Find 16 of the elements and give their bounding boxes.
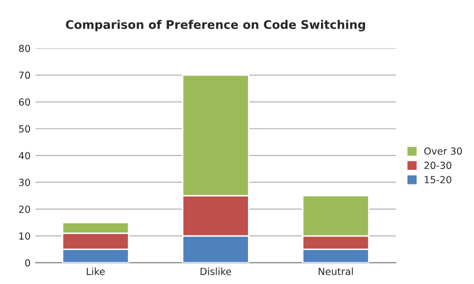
- y-tick-label: 50: [19, 125, 30, 133]
- x-tick-label: Neutral: [318, 268, 353, 276]
- x-tick-label: Dislike: [200, 268, 232, 276]
- y-tick-label: 10: [19, 232, 30, 240]
- y-tick-label: 80: [18, 44, 30, 52]
- x-tick-label: Like: [86, 268, 105, 276]
- chart-title: Comparison of Preference on Code Switching: [66, 20, 366, 32]
- legend-label: 15-20: [424, 176, 452, 184]
- legend-label: Over 30: [424, 147, 462, 155]
- legend-label: 20-30: [424, 162, 452, 170]
- y-tick-label: 20: [19, 206, 30, 213]
- y-tick-label: 30: [19, 178, 30, 186]
- y-tick-label: 0: [25, 259, 30, 267]
- y-tick-label: 60: [18, 98, 30, 106]
- y-tick-label: 40: [18, 152, 30, 160]
- y-tick-label: 70: [19, 72, 30, 79]
